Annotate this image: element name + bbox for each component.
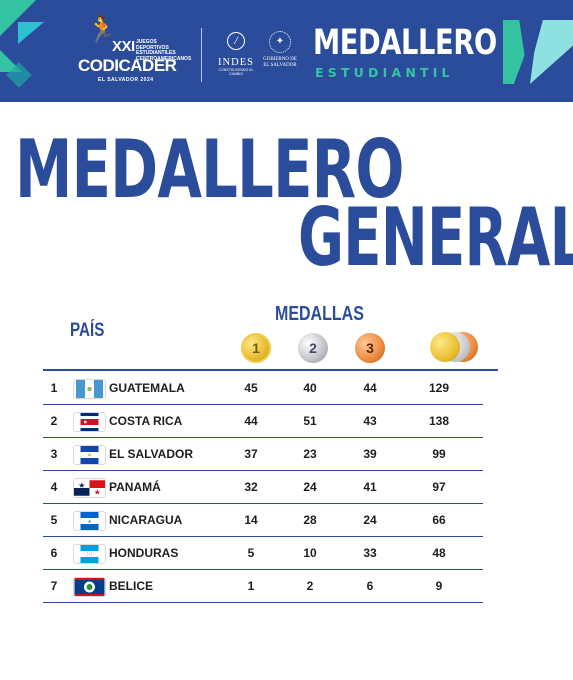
silver-count-cell: 28 xyxy=(303,513,317,527)
country-cell: EL SALVADOR xyxy=(109,447,194,461)
nicaragua-flag-icon xyxy=(74,512,105,530)
runner-icon: 🏃 xyxy=(86,14,119,44)
codicader-small-text: JUEGOS DEPORTIVOS ESTUDIANTILES CENTROAM… xyxy=(136,39,192,62)
rank-cell: 1 xyxy=(50,381,58,395)
rank-cell: 3 xyxy=(50,447,58,461)
total-count-cell: 48 xyxy=(432,546,446,560)
gobierno-logo: ✦ GOBIERNO DE EL SALVADOR xyxy=(260,31,300,81)
silver-count-cell: 24 xyxy=(303,480,317,494)
banner-estudiantil: ESTUDIANTIL xyxy=(315,65,454,80)
gold-medal-icon: 1 xyxy=(241,333,271,363)
bronze-count-cell: 41 xyxy=(363,480,377,494)
costa-rica-flag-icon xyxy=(74,413,105,431)
row-divider xyxy=(43,503,483,504)
gold-count-cell: 14 xyxy=(244,513,258,527)
silver-count-cell: 2 xyxy=(306,579,314,593)
gold-count-cell: 45 xyxy=(244,381,258,395)
gold-count-cell: 1 xyxy=(247,579,255,593)
country-cell: GUATEMALA xyxy=(109,381,185,395)
row-divider xyxy=(43,569,483,570)
table-row: 4 PANAMÁ 32 24 41 97 xyxy=(43,471,483,504)
column-header-medals: MEDALLAS xyxy=(275,303,364,325)
el-salvador-flag-icon xyxy=(74,446,105,464)
total-count-cell: 9 xyxy=(435,579,443,593)
indes-circle-icon: / xyxy=(227,32,245,50)
decorative-shape xyxy=(18,22,44,44)
bronze-count-cell: 44 xyxy=(363,381,377,395)
total-count-cell: 129 xyxy=(428,381,450,395)
header-banner: 🏃 XXI JUEGOS DEPORTIVOS ESTUDIANTILES CE… xyxy=(0,0,573,102)
belize-flag-icon xyxy=(74,578,105,596)
gold-count-cell: 37 xyxy=(244,447,258,461)
gold-count-cell: 32 xyxy=(244,480,258,494)
row-divider xyxy=(43,536,483,537)
codicader-logo: 🏃 XXI JUEGOS DEPORTIVOS ESTUDIANTILES CE… xyxy=(78,14,192,90)
rank-cell: 2 xyxy=(50,414,58,428)
table-row: 1 GUATEMALA 45 40 44 129 xyxy=(43,372,483,405)
total-medals-icon xyxy=(430,332,480,364)
silver-count-cell: 40 xyxy=(303,381,317,395)
table-row: 3 EL SALVADOR 37 23 39 99 xyxy=(43,438,483,471)
country-cell: HONDURAS xyxy=(109,546,179,560)
indes-text: INDES xyxy=(218,57,254,68)
silver-count-cell: 10 xyxy=(303,546,317,560)
country-cell: BELICE xyxy=(109,579,154,593)
bronze-medal-icon: 3 xyxy=(355,333,385,363)
total-count-cell: 138 xyxy=(428,414,450,428)
bronze-count-cell: 39 xyxy=(363,447,377,461)
codicader-name: CODICADER xyxy=(78,56,177,75)
page-title-line2: GENERAL xyxy=(298,191,573,284)
rank-cell: 5 xyxy=(50,513,58,527)
rank-cell: 7 xyxy=(50,579,58,593)
banner-medallero: MEDALLERO xyxy=(313,23,497,63)
national-seal-icon: ✦ xyxy=(269,31,291,53)
bronze-count-cell: 43 xyxy=(363,414,377,428)
bronze-count-cell: 24 xyxy=(363,513,377,527)
guatemala-flag-icon xyxy=(74,380,105,398)
gold-count-cell: 5 xyxy=(247,546,255,560)
codicader-edition: XXI xyxy=(112,38,135,55)
table-top-rule xyxy=(43,369,498,371)
bronze-count-cell: 6 xyxy=(366,579,374,593)
column-header-country: PAÍS xyxy=(70,320,105,341)
country-cell: COSTA RICA xyxy=(109,414,183,428)
gold-count-cell: 44 xyxy=(244,414,258,428)
silver-count-cell: 51 xyxy=(303,414,317,428)
panama-flag-icon xyxy=(74,479,105,497)
country-cell: PANAMÁ xyxy=(109,480,161,494)
bronze-count-cell: 33 xyxy=(363,546,377,560)
rank-cell: 4 xyxy=(50,480,58,494)
country-cell: NICARAGUA xyxy=(109,513,183,527)
rank-cell: 6 xyxy=(50,546,58,560)
table-row: 7 BELICE 1 2 6 9 xyxy=(43,570,483,603)
silver-count-cell: 23 xyxy=(303,447,317,461)
table-row: 5 NICARAGUA 14 28 24 66 xyxy=(43,504,483,537)
row-divider xyxy=(43,404,483,405)
row-divider xyxy=(43,437,483,438)
total-count-cell: 99 xyxy=(432,447,446,461)
table-row: 6 HONDURAS 5 10 33 48 xyxy=(43,537,483,570)
page-title-line1: MEDALLERO xyxy=(15,123,404,216)
event-logo-shape xyxy=(503,20,525,84)
silver-medal-icon: 2 xyxy=(298,333,328,363)
row-divider xyxy=(43,470,483,471)
event-logo-shape xyxy=(530,20,573,84)
indes-logo: / INDES CONSTRUYENDO EL CAMBIO xyxy=(214,32,258,80)
row-divider xyxy=(43,602,483,603)
honduras-flag-icon xyxy=(74,545,105,563)
table-row: 2 COSTA RICA 44 51 43 138 xyxy=(43,405,483,438)
indes-tagline: CONSTRUYENDO EL CAMBIO xyxy=(218,68,254,76)
codicader-subtitle: EL SALVADOR 2024 xyxy=(98,77,154,83)
total-count-cell: 97 xyxy=(432,480,446,494)
total-count-cell: 66 xyxy=(432,513,446,527)
gobierno-text: GOBIERNO DE EL SALVADOR xyxy=(263,57,297,68)
logo-divider xyxy=(201,28,202,82)
